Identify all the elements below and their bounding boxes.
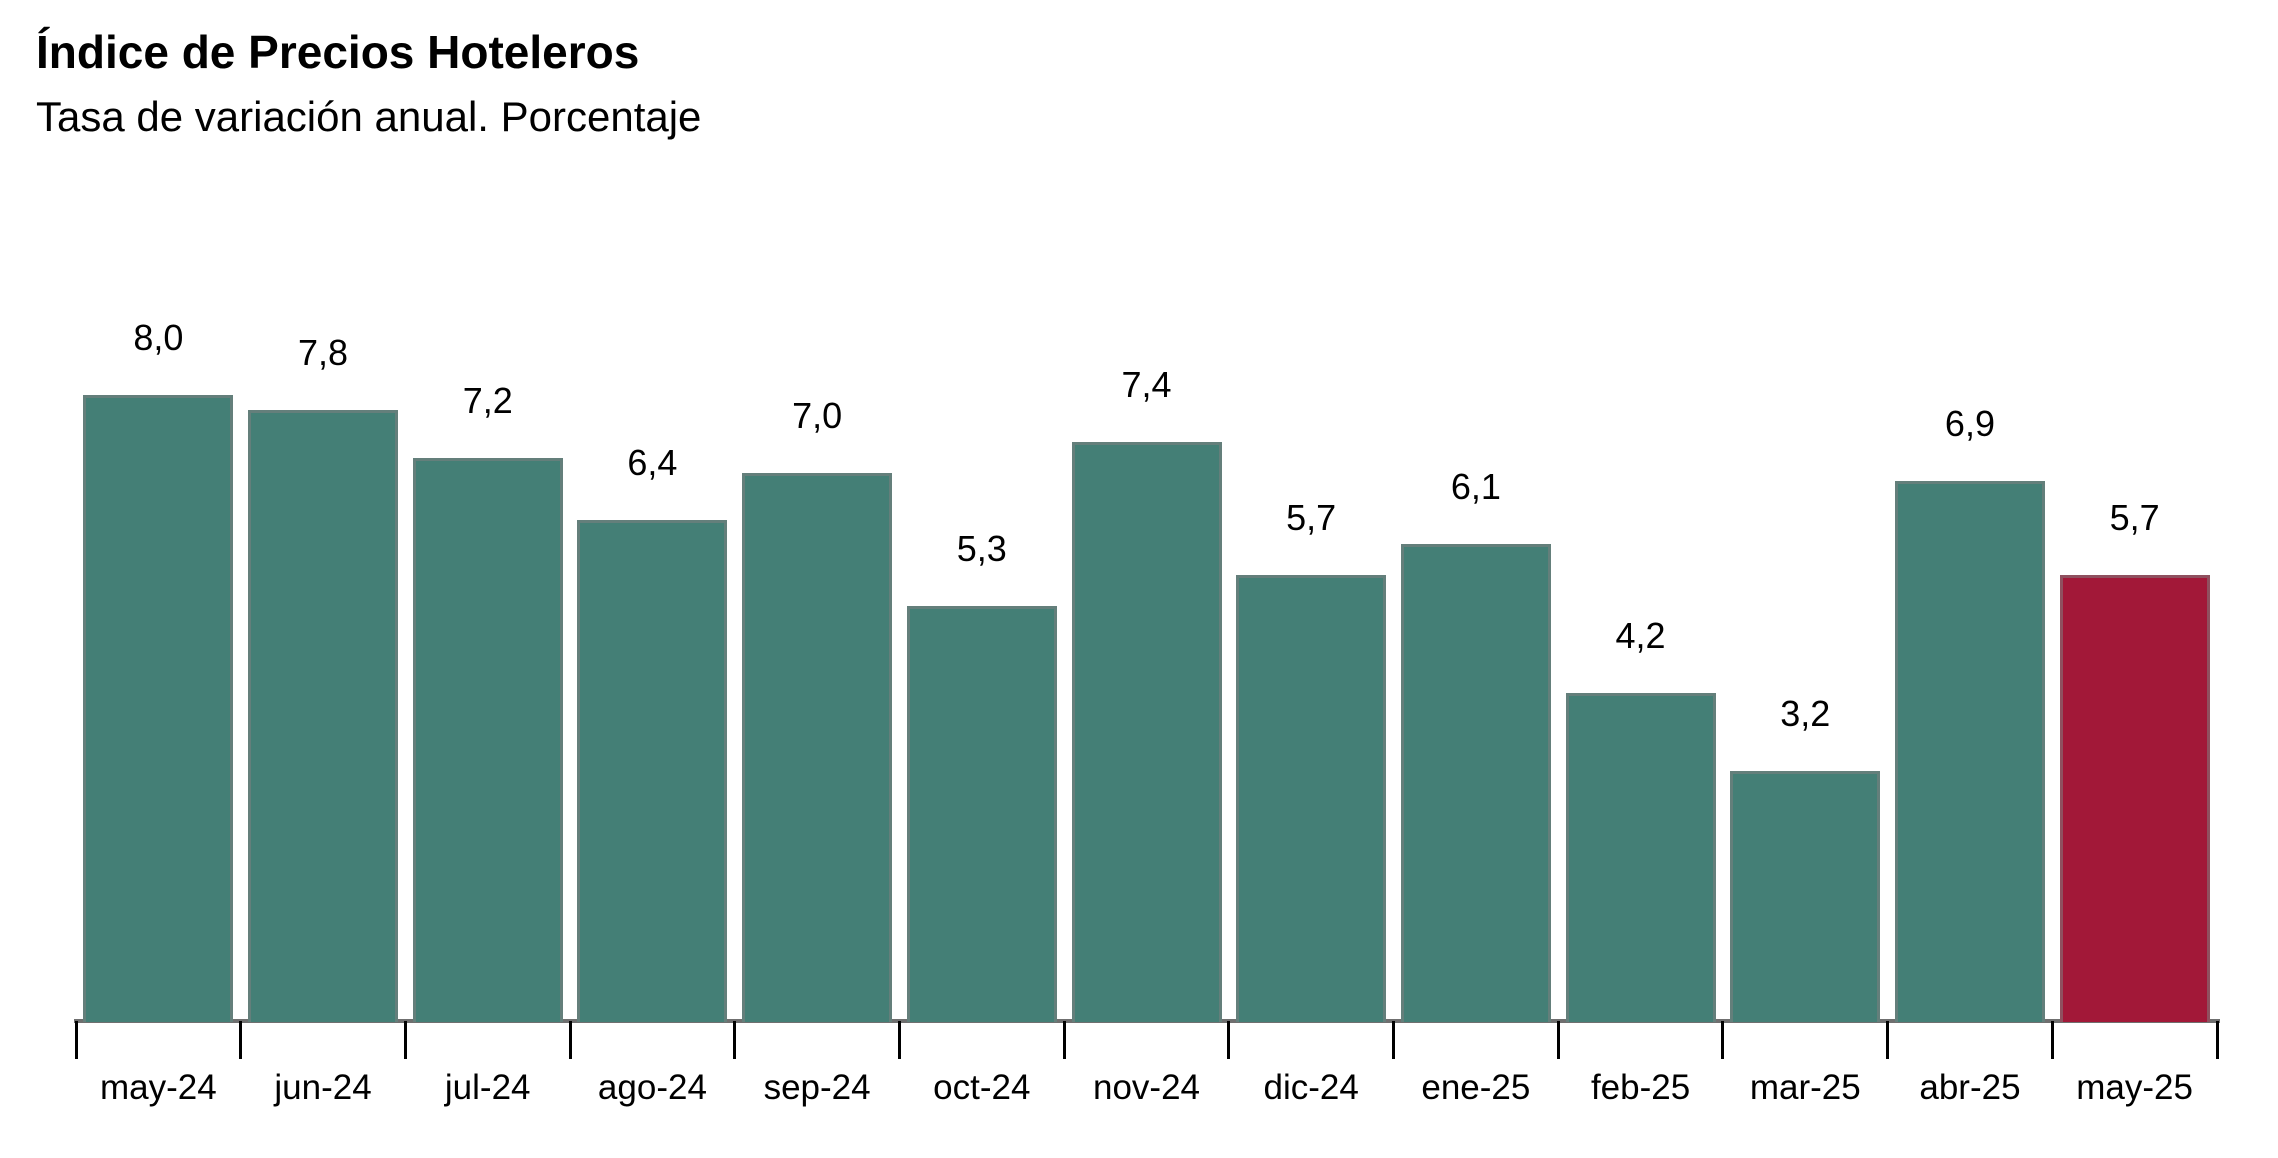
axis-tick [74,1021,78,1059]
bar-value-label: 7,2 [462,379,513,421]
bar [1730,771,1881,1022]
bar-value-label: 5,3 [956,528,1007,570]
x-axis-label: may-24 [99,1068,217,1107]
bar-value-label: 7,0 [792,395,843,437]
axis-tick [568,1021,572,1059]
axis-tick [2050,1021,2054,1059]
bar [248,410,399,1022]
axis-tick [1556,1021,1560,1059]
x-axis-label: ago-24 [597,1068,707,1107]
x-axis-label: may-25 [2076,1068,2193,1107]
chart-subtitle: Tasa de variación anual. Porcentaje [36,92,702,140]
chart-header: Índice de Precios Hoteleros Tasa de vari… [36,24,701,142]
bar-value-label: 6,1 [1450,465,1501,507]
bar [83,394,234,1022]
bar-value-label: 5,7 [2109,497,2160,539]
x-axis-label: jun-24 [274,1068,372,1107]
axis-tick [239,1021,243,1059]
bar-value-label: 8,0 [133,316,184,358]
bar [1071,441,1222,1022]
axis-tick [1886,1021,1890,1059]
bar-value-label: 6,9 [1944,403,1995,445]
x-axis-label: ene-25 [1421,1068,1531,1107]
bar [412,457,563,1022]
x-axis-label: jul-24 [444,1068,531,1107]
x-axis-label: sep-24 [763,1068,871,1107]
bar-value-label: 7,8 [298,332,349,374]
x-axis-label: feb-25 [1590,1068,1691,1107]
bar [1565,692,1716,1022]
bar-value-label: 5,7 [1286,497,1337,539]
bar [742,473,893,1022]
bar [2059,575,2210,1022]
bar-value-label: 7,4 [1121,363,1172,405]
axis-tick [1062,1021,1066,1059]
bar-value-label: 6,4 [627,442,678,484]
bar [906,606,1057,1022]
axis-tick [2215,1021,2219,1059]
axis-tick [1392,1021,1396,1059]
axis-tick [897,1021,901,1059]
bar [1400,543,1551,1022]
chart-title: Índice de Precios Hoteleros [36,26,640,78]
bar [577,520,728,1022]
x-axis-label: dic-24 [1263,1068,1359,1107]
x-axis-label: oct-24 [933,1068,1031,1107]
x-axis-label: nov-24 [1092,1068,1201,1107]
bar [1894,481,2045,1022]
bar-value-label: 4,2 [1615,614,1666,656]
x-axis-label: mar-25 [1749,1068,1861,1107]
axis-tick [1721,1021,1725,1059]
x-axis-label: abr-25 [1919,1068,2021,1107]
bar [1236,575,1387,1022]
axis-tick [733,1021,737,1059]
bar-value-label: 3,2 [1780,693,1831,735]
axis-tick [403,1021,407,1059]
axis-tick [1227,1021,1231,1059]
